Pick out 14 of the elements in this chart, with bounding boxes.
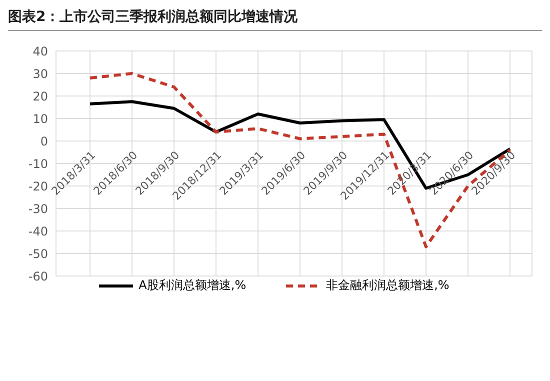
legend-label: A股利润总额增速,%	[138, 277, 246, 294]
y-tick-label: 10	[32, 112, 48, 126]
y-tick-label: -60	[28, 269, 48, 284]
y-tick-label: -50	[28, 246, 48, 261]
y-tick-label: 40	[32, 44, 48, 58]
y-tick-label: -10	[28, 156, 48, 171]
y-tick-label: 0	[40, 134, 48, 148]
chart-title: 图表2：上市公司三季报利润总额同比增速情况	[8, 8, 542, 31]
y-tick-label: -30	[28, 202, 48, 216]
legend-label: 非金融利润总额增速,%	[326, 277, 450, 294]
y-tick-label: -40	[28, 224, 48, 238]
y-tick-label: 20	[32, 89, 48, 104]
y-tick-label: 30	[32, 66, 48, 81]
y-tick-label: -20	[28, 179, 48, 194]
